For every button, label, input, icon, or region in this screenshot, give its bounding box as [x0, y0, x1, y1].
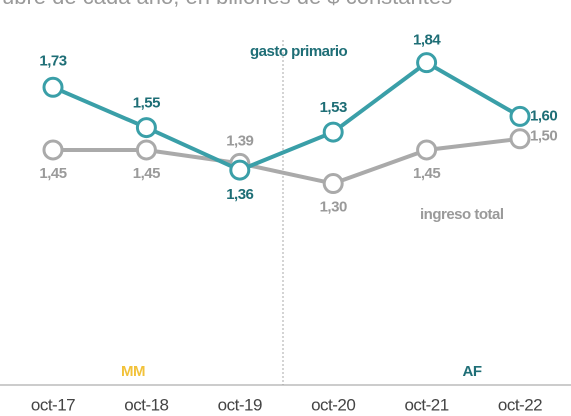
- x-tick-label: oct-21: [404, 395, 448, 414]
- point: [416, 139, 438, 161]
- point: [416, 52, 438, 74]
- series-line: [52, 60, 521, 173]
- annotation: MM: [121, 363, 145, 380]
- series-label: gasto primario: [250, 43, 348, 60]
- value-label: 1,60: [530, 107, 557, 124]
- value-label: 1,55: [133, 95, 160, 112]
- value-label: 1,84: [413, 32, 441, 49]
- value-label: 1,73: [39, 52, 66, 69]
- value-label: 1,53: [320, 99, 347, 116]
- point: [42, 139, 64, 161]
- value-label: 1,36: [226, 186, 253, 203]
- value-label: 1,45: [133, 165, 160, 182]
- annotation: AF: [463, 363, 482, 380]
- point: [322, 173, 344, 195]
- series-label: ingreso total: [420, 206, 504, 223]
- point: [42, 76, 64, 98]
- x-tick-label: oct-17: [31, 395, 75, 414]
- x-tick-label: oct-18: [124, 395, 168, 414]
- series-line: [53, 136, 521, 186]
- x-tick-label: oct-19: [218, 395, 262, 414]
- x-tick-label: oct-20: [311, 395, 355, 414]
- point: [229, 159, 251, 181]
- value-label: 1,45: [39, 165, 66, 182]
- point: [509, 128, 531, 150]
- x-tick-label: oct-22: [498, 395, 542, 414]
- value-label: 1,30: [320, 199, 347, 216]
- point: [135, 139, 157, 161]
- point: [135, 117, 157, 139]
- value-label: 1,50: [530, 128, 557, 145]
- value-label: 1,45: [413, 165, 440, 182]
- point: [322, 121, 344, 143]
- value-label: 1,39: [226, 132, 253, 149]
- point: [509, 105, 531, 127]
- chart-subtitle: ubre de cada año, en billones de $ const…: [2, 0, 452, 9]
